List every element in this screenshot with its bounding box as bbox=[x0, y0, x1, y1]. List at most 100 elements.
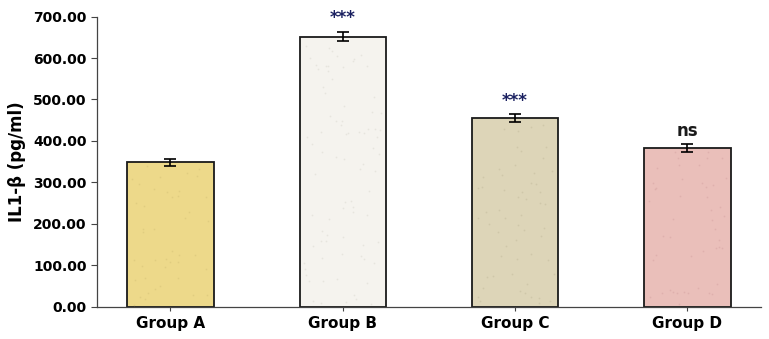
Point bbox=[165, 194, 178, 199]
Point bbox=[363, 189, 375, 194]
Point bbox=[315, 129, 327, 134]
Point bbox=[681, 290, 694, 296]
Bar bbox=[472, 118, 558, 307]
Y-axis label: IL1-β (pg/ml): IL1-β (pg/ml) bbox=[8, 101, 26, 222]
Text: ***: *** bbox=[502, 92, 528, 110]
Point bbox=[172, 194, 185, 199]
Point bbox=[707, 182, 720, 187]
Point bbox=[511, 194, 524, 200]
Point bbox=[310, 62, 322, 68]
Point bbox=[510, 237, 522, 242]
Point bbox=[141, 164, 153, 169]
Point bbox=[672, 155, 684, 160]
Point bbox=[357, 162, 369, 167]
Point bbox=[711, 281, 724, 286]
Point bbox=[650, 186, 662, 191]
Point bbox=[316, 228, 328, 234]
Point bbox=[154, 283, 166, 288]
Point bbox=[371, 240, 384, 245]
Point bbox=[714, 205, 726, 210]
Point bbox=[506, 271, 518, 276]
Point bbox=[324, 113, 336, 118]
Point bbox=[366, 109, 378, 115]
Point bbox=[494, 253, 507, 258]
Point bbox=[493, 166, 505, 172]
Point bbox=[300, 43, 312, 48]
Point bbox=[515, 212, 528, 217]
Point bbox=[676, 177, 688, 182]
Point bbox=[518, 227, 531, 233]
Point bbox=[148, 287, 161, 292]
Point bbox=[708, 226, 721, 232]
Point bbox=[476, 184, 488, 189]
Point bbox=[713, 237, 725, 242]
Point bbox=[524, 124, 537, 130]
Point bbox=[678, 289, 691, 294]
Point bbox=[369, 127, 381, 132]
Point bbox=[338, 104, 351, 109]
Point bbox=[330, 118, 342, 124]
Point bbox=[544, 298, 556, 304]
Point bbox=[317, 85, 329, 90]
Point bbox=[525, 295, 538, 300]
Point bbox=[720, 175, 732, 180]
Point bbox=[319, 91, 331, 96]
Point bbox=[172, 259, 185, 264]
Point bbox=[303, 278, 315, 284]
Point bbox=[305, 212, 318, 217]
Point bbox=[321, 232, 333, 238]
Point bbox=[534, 200, 546, 206]
Point bbox=[644, 294, 656, 300]
Point bbox=[537, 156, 549, 161]
Point bbox=[369, 169, 381, 174]
Point bbox=[311, 66, 324, 72]
Point bbox=[358, 257, 371, 262]
Point bbox=[487, 273, 499, 278]
Point bbox=[335, 122, 347, 127]
Point bbox=[341, 131, 354, 136]
Point bbox=[541, 257, 554, 262]
Point bbox=[337, 65, 349, 70]
Point bbox=[345, 198, 358, 203]
Point bbox=[320, 238, 332, 243]
Point bbox=[339, 299, 351, 304]
Point bbox=[361, 281, 373, 286]
Point bbox=[647, 180, 660, 185]
Point bbox=[331, 53, 343, 58]
Point bbox=[538, 225, 551, 231]
Point bbox=[674, 193, 687, 199]
Point bbox=[649, 186, 661, 191]
Point bbox=[717, 214, 730, 219]
Point bbox=[667, 216, 679, 222]
Point bbox=[531, 181, 543, 186]
Point bbox=[338, 200, 351, 205]
Point bbox=[514, 148, 527, 153]
Point bbox=[135, 263, 148, 269]
Point bbox=[173, 253, 185, 258]
Point bbox=[492, 229, 504, 235]
Point bbox=[643, 198, 655, 204]
Point bbox=[299, 273, 311, 278]
Point bbox=[518, 290, 531, 295]
Point bbox=[511, 257, 523, 262]
Point bbox=[656, 290, 668, 295]
Point bbox=[493, 207, 505, 213]
Point bbox=[322, 45, 335, 50]
Point bbox=[512, 128, 524, 134]
Point bbox=[139, 275, 151, 281]
Point bbox=[137, 230, 149, 235]
Point bbox=[306, 141, 318, 146]
Point bbox=[706, 218, 718, 223]
Point bbox=[528, 171, 541, 176]
Point bbox=[713, 244, 725, 250]
Point bbox=[348, 292, 360, 298]
Bar bbox=[644, 148, 731, 307]
Point bbox=[701, 149, 714, 155]
Point bbox=[520, 196, 532, 202]
Point bbox=[135, 294, 147, 300]
Point bbox=[701, 194, 714, 199]
Point bbox=[672, 301, 684, 307]
Point bbox=[481, 274, 493, 279]
Point bbox=[496, 173, 508, 178]
Point bbox=[673, 162, 685, 167]
